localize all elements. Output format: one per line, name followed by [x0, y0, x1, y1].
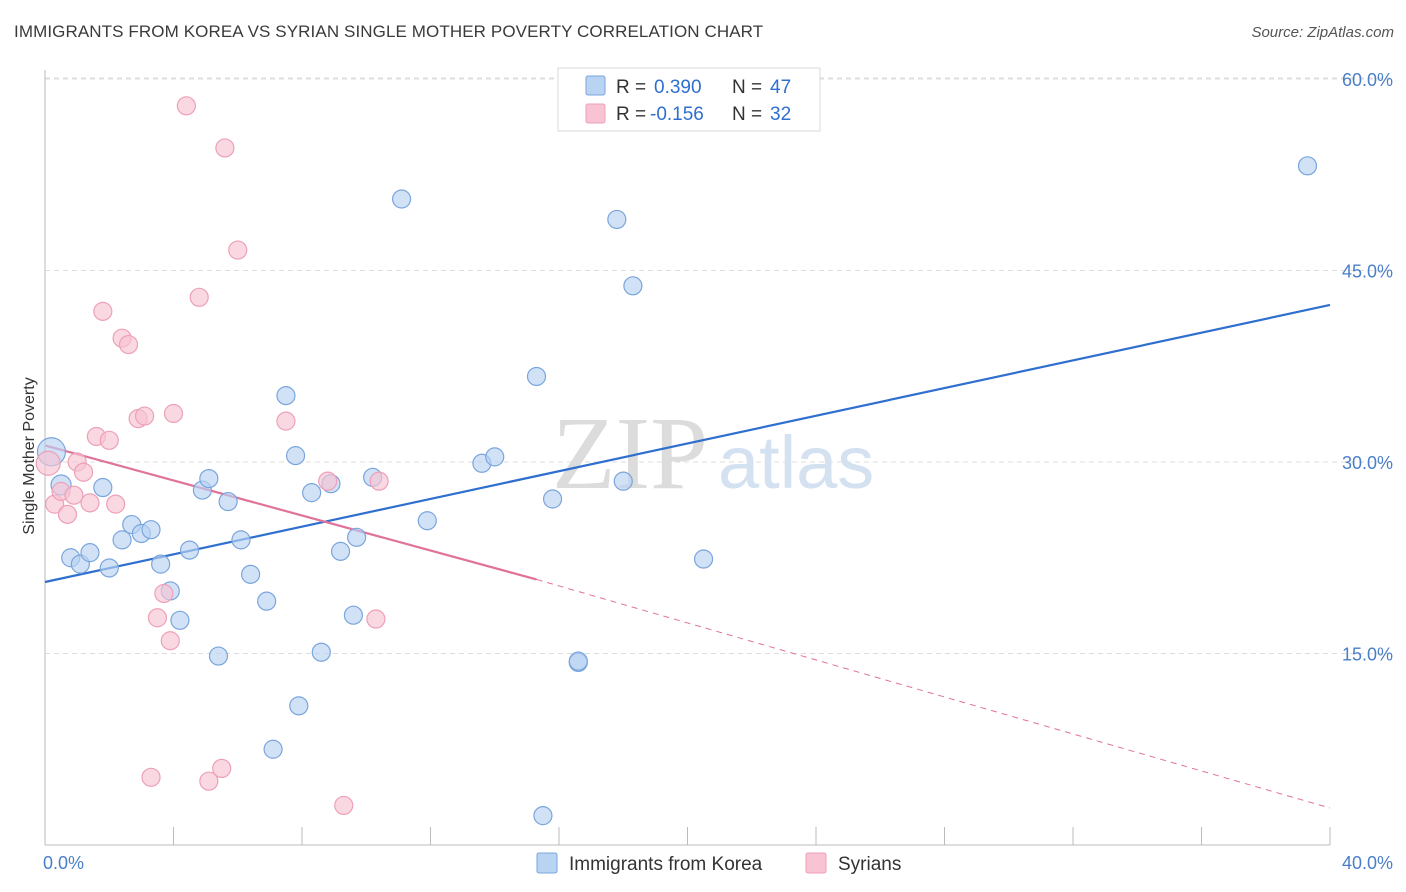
syrians-point: [276, 411, 296, 431]
syrians-trend-line: [44, 444, 537, 581]
korea-point: [112, 530, 132, 550]
legend-r-label-korea: R =: [616, 77, 646, 98]
bottom-legend-label-syrians: Syrians: [838, 854, 901, 875]
syrians-point: [228, 240, 248, 260]
korea-point: [93, 477, 113, 498]
syrians-point: [141, 767, 161, 787]
syrians-point: [199, 771, 219, 791]
syrians-point: [212, 758, 232, 779]
korea-point: [208, 646, 229, 666]
korea-point: [289, 696, 309, 716]
syrians-point: [106, 494, 126, 514]
korea-point: [179, 540, 200, 560]
korea-point: [99, 558, 119, 578]
x-tick-label: 0.0%: [43, 853, 84, 873]
korea-point: [613, 471, 633, 491]
syrians-point: [99, 430, 119, 450]
syrians-point: [35, 450, 61, 476]
syrians-point: [147, 608, 168, 628]
syrians-point: [215, 138, 235, 158]
series-legend: Immigrants from Korea Syrians: [536, 852, 901, 875]
correlation-legend: R = 0.390 N = 47 R = -0.156 N = 32: [557, 67, 821, 132]
korea-point: [693, 549, 714, 569]
korea-point: [302, 483, 322, 503]
korea-point: [311, 642, 331, 662]
legend-n-label-korea: N =: [732, 77, 762, 98]
watermark-atlas: atlas: [718, 421, 874, 504]
korea-point: [607, 209, 627, 230]
syrians-point: [118, 334, 139, 355]
korea-point: [542, 489, 563, 509]
korea-point: [80, 543, 100, 563]
korea-point: [343, 605, 363, 625]
y-axis-label: Single Mother Poverty: [21, 377, 38, 534]
tick-labels: 15.0% 30.0% 45.0% 60.0% 0.0% 40.0%: [43, 70, 1393, 873]
bottom-legend-swatch-syrians: [805, 852, 827, 874]
syrians-point: [93, 301, 113, 321]
legend-swatch-korea: [585, 75, 606, 96]
korea-point: [391, 189, 412, 209]
chart-title: IMMIGRANTS FROM KOREA VS SYRIAN SINGLE M…: [14, 22, 764, 41]
syrians-point: [154, 583, 174, 604]
korea-point: [330, 541, 351, 561]
syrians-point: [366, 609, 386, 629]
syrians-point: [57, 504, 78, 524]
data-points: [35, 96, 1318, 826]
korea-point: [285, 446, 306, 466]
syrians-point: [369, 471, 389, 491]
y-tick-label: 60.0%: [1342, 70, 1393, 90]
korea-point: [533, 806, 553, 826]
syrians-point: [134, 406, 155, 426]
korea-point: [347, 527, 367, 547]
korea-point: [568, 651, 588, 671]
syrians-point: [160, 631, 180, 651]
y-tick-label: 15.0%: [1342, 645, 1393, 665]
x-tick-label: 40.0%: [1342, 853, 1393, 873]
syrians-point: [318, 471, 338, 491]
y-tick-label: 30.0%: [1342, 453, 1393, 473]
bottom-legend-swatch-korea: [536, 852, 558, 874]
watermark: ZIP atlas: [552, 396, 874, 511]
korea-point: [170, 610, 190, 630]
watermark-zip: ZIP: [552, 396, 708, 511]
korea-point: [276, 386, 296, 406]
korea-point: [257, 591, 277, 611]
syrians-point: [73, 462, 94, 482]
syrians-point: [64, 485, 84, 505]
korea-point: [417, 511, 437, 531]
korea-point: [141, 520, 161, 540]
korea-point: [263, 739, 283, 759]
syrians-point: [189, 287, 209, 307]
korea-point: [231, 530, 251, 550]
source-credit: Source: ZipAtlas.com: [1251, 24, 1394, 41]
bottom-legend-label-korea: Immigrants from Korea: [569, 854, 763, 875]
korea-point: [199, 468, 219, 489]
legend-n-label-syrians: N =: [732, 104, 762, 125]
korea-point: [623, 276, 643, 296]
korea-point: [218, 491, 238, 512]
legend-r-label-syrians: R =: [616, 104, 646, 125]
legend-swatch-syrians: [585, 103, 606, 124]
syrians-point: [176, 96, 196, 116]
legend-r-value-korea: 0.390: [654, 77, 702, 98]
korea-point: [241, 564, 261, 584]
legend-n-value-korea: 47: [770, 77, 791, 98]
korea-point: [151, 554, 171, 574]
korea-point: [1297, 156, 1318, 176]
syrians-point: [334, 795, 354, 816]
syrians-point: [80, 493, 100, 513]
korea-point: [485, 447, 505, 467]
korea-point: [526, 366, 547, 387]
y-tick-label: 45.0%: [1342, 262, 1393, 282]
legend-n-value-syrians: 32: [770, 104, 791, 125]
trend-lines: [44, 303, 1331, 809]
syrians-trend-line-extension: [536, 578, 1331, 809]
legend-r-value-syrians: -0.156: [650, 104, 704, 125]
korea-trend-line: [44, 303, 1331, 584]
syrians-point: [163, 403, 184, 424]
